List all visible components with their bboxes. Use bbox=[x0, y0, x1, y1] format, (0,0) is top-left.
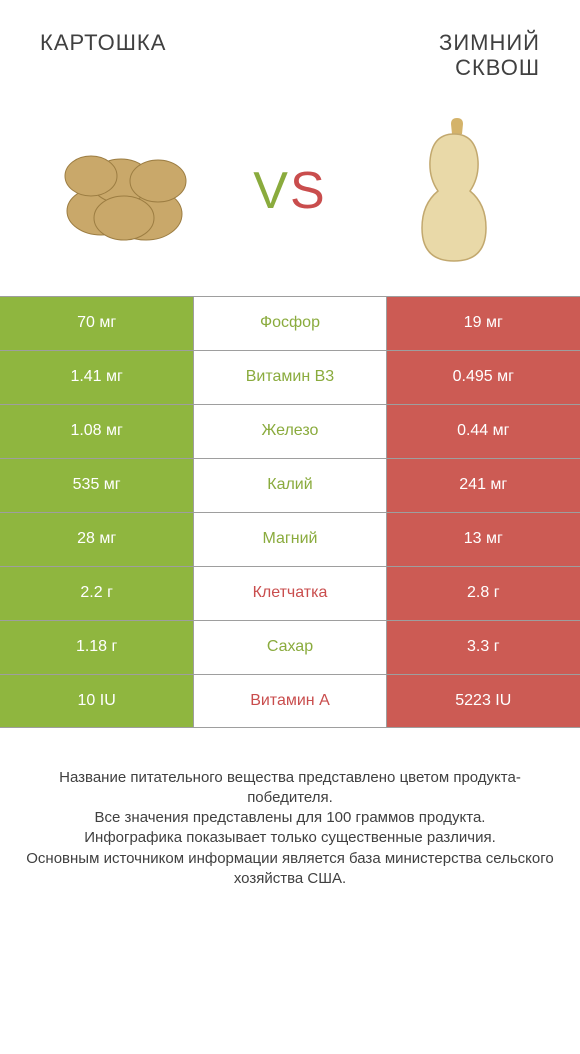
right-value: 5223 IU bbox=[387, 675, 580, 727]
table-row: 1.08 мгЖелезо0.44 мг bbox=[0, 404, 580, 458]
vs-label: VS bbox=[253, 161, 326, 221]
left-value: 1.18 г bbox=[0, 621, 193, 674]
table-row: 10 IUВитамин A5223 IU bbox=[0, 674, 580, 728]
nutrient-label: Калий bbox=[193, 459, 386, 512]
nutrient-label: Магний bbox=[193, 513, 386, 566]
left-value: 1.41 мг bbox=[0, 351, 193, 404]
left-value: 1.08 мг bbox=[0, 405, 193, 458]
nutrient-label: Фосфор bbox=[193, 297, 386, 350]
footer-line2: Все значения представлены для 100 граммо… bbox=[20, 808, 560, 828]
nutrition-table: 70 мгФосфор19 мг1.41 мгВитамин B30.495 м… bbox=[0, 296, 580, 728]
right-title-line1: ЗИМНИЙ bbox=[439, 30, 540, 55]
right-value: 13 мг bbox=[387, 513, 580, 566]
left-value: 28 мг bbox=[0, 513, 193, 566]
nutrient-label: Витамин B3 bbox=[193, 351, 386, 404]
vs-s: S bbox=[290, 162, 327, 220]
left-value: 10 IU bbox=[0, 675, 193, 727]
right-value: 19 мг bbox=[387, 297, 580, 350]
right-value: 241 мг bbox=[387, 459, 580, 512]
nutrient-label: Клетчатка bbox=[193, 567, 386, 620]
right-value: 0.44 мг bbox=[387, 405, 580, 458]
potato-image bbox=[41, 116, 211, 266]
images-row: VS bbox=[0, 91, 580, 296]
right-value: 3.3 г bbox=[387, 621, 580, 674]
table-row: 1.41 мгВитамин B30.495 мг bbox=[0, 350, 580, 404]
table-row: 28 мгМагний13 мг bbox=[0, 512, 580, 566]
table-row: 2.2 гКлетчатка2.8 г bbox=[0, 566, 580, 620]
left-value: 2.2 г bbox=[0, 567, 193, 620]
nutrient-label: Витамин A bbox=[193, 675, 386, 727]
right-value: 2.8 г bbox=[387, 567, 580, 620]
table-row: 1.18 гСахар3.3 г bbox=[0, 620, 580, 674]
left-value: 70 мг bbox=[0, 297, 193, 350]
right-value: 0.495 мг bbox=[387, 351, 580, 404]
right-title-line2: СКВОШ bbox=[439, 55, 540, 80]
nutrient-label: Сахар bbox=[193, 621, 386, 674]
right-food-title: ЗИМНИЙ СКВОШ bbox=[439, 30, 540, 81]
left-food-title: КАРТОШКА bbox=[40, 30, 166, 81]
footer-notes: Название питательного вещества представл… bbox=[0, 728, 580, 890]
footer-line4: Основным источником информации является … bbox=[20, 849, 560, 890]
table-row: 70 мгФосфор19 мг bbox=[0, 296, 580, 350]
footer-line3: Инфографика показывает только существенн… bbox=[20, 828, 560, 848]
titles-row: КАРТОШКА ЗИМНИЙ СКВОШ bbox=[0, 0, 580, 91]
left-value: 535 мг bbox=[0, 459, 193, 512]
nutrient-label: Железо bbox=[193, 405, 386, 458]
table-row: 535 мгКалий241 мг bbox=[0, 458, 580, 512]
footer-line1: Название питательного вещества представл… bbox=[20, 768, 560, 809]
squash-image bbox=[369, 116, 539, 266]
vs-v: V bbox=[253, 162, 290, 220]
